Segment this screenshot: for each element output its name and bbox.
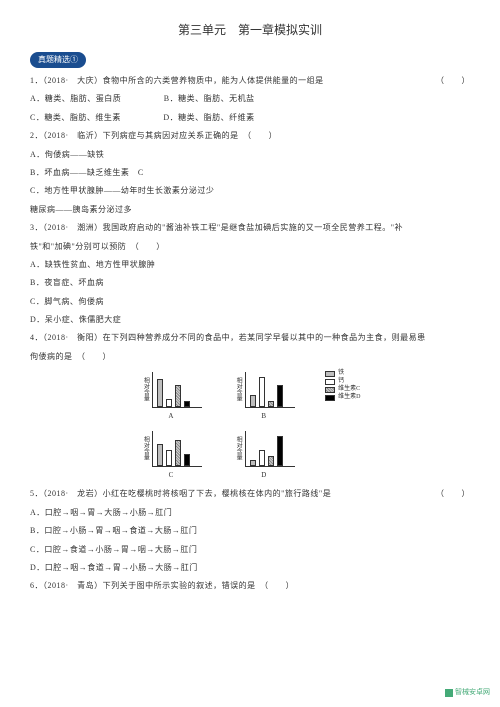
chart-label-a: A xyxy=(168,410,173,423)
bar xyxy=(166,450,172,466)
legend-label: 维生素D xyxy=(338,394,360,402)
q3-line2: 铁"和"加碘"分别可以预防 （ ） xyxy=(30,240,470,254)
section-badge: 真题精选① xyxy=(30,52,86,68)
page-title: 第三单元 第一章模拟实训 xyxy=(30,20,470,42)
bar xyxy=(250,460,256,466)
ylabel: 相对含量 xyxy=(140,436,151,460)
chart-b: 相对含量 B xyxy=(232,370,295,423)
bar xyxy=(277,385,283,407)
bar xyxy=(157,379,163,407)
ylabel: 相对含量 xyxy=(232,377,243,401)
bar xyxy=(259,450,265,466)
legend-row: 铁 xyxy=(325,370,360,378)
bar xyxy=(277,436,283,466)
q6: 6．（2018· 青岛）下列关于图中所示实验的叙述，错误的是 （ ） xyxy=(30,579,470,593)
bar xyxy=(166,399,172,407)
chart-c: 相对含量 C xyxy=(140,429,203,482)
chart-label-d: D xyxy=(261,469,266,482)
q3-opt-b: B．夜盲症、坏血病 xyxy=(30,276,470,290)
legend-row: 维生素C xyxy=(325,386,360,394)
bar xyxy=(175,440,181,466)
bar xyxy=(157,444,163,466)
legend-label: 钙 xyxy=(338,378,344,386)
legend-label: 铁 xyxy=(338,370,344,378)
charts-row-2: 相对含量 C 相对含量 D 铁钙维生素C维生素D xyxy=(30,429,470,482)
bar xyxy=(268,456,274,466)
bar xyxy=(175,385,181,407)
bar xyxy=(268,401,274,407)
legend-swatch xyxy=(325,387,335,393)
chart-label-c: C xyxy=(169,469,174,482)
footer-icon xyxy=(445,689,453,697)
q1-opt-a: A．糖类、脂肪、蛋白质 B．糖类、脂肪、无机盐 xyxy=(30,92,470,106)
blank-paren: （ ） xyxy=(436,74,470,88)
q3-line1: 3．（2018· 潮洲）我国政府启动的"酱油补铁工程"是继食盐加碘后实施的又一项… xyxy=(30,221,470,235)
q1: 1．（2018· 大庆）食物中所含的六类营养物质中，能为人体提供能量的一组是（ … xyxy=(30,74,470,88)
q1-opt-c: C．糖类、脂肪、维生素 D．糖类、脂肪、纤维素 xyxy=(30,111,470,125)
q4-line2: 佝偻病的是 （ ） xyxy=(30,350,470,364)
bar xyxy=(184,401,190,407)
legend-swatch xyxy=(325,371,335,377)
chart-legend: 铁钙维生素C维生素D xyxy=(325,370,360,423)
ylabel: 相对含量 xyxy=(140,377,151,401)
chart-d: 相对含量 D xyxy=(232,429,295,482)
legend-row: 维生素D xyxy=(325,394,360,402)
q2-opt-d: 糖尿病——胰岛素分泌过多 xyxy=(30,203,470,217)
q4-line1: 4．（2018· 衡阳）在下列四种营养成分不同的食品中，若某同学早餐以其中的一种… xyxy=(30,331,470,345)
charts-row-1: 相对含量 A 相对含量 B 铁钙维生素C维生素D xyxy=(30,370,470,423)
q3-opt-d: D．呆小症、侏儒肥大症 xyxy=(30,313,470,327)
q5-opt-c: C．口腔→食道→小肠→胃→咽→大肠→肛门 xyxy=(30,543,470,557)
chart-a: 相对含量 A xyxy=(140,370,203,423)
q2-opt-a: A．佝偻病——缺铁 xyxy=(30,148,470,162)
bar xyxy=(184,454,190,466)
q3-opt-a: A．缺铁性贫血、地方性甲状腺肿 xyxy=(30,258,470,272)
bar xyxy=(259,377,265,407)
footer-watermark: 智械安卓网 xyxy=(445,686,490,699)
q2-opt-b: B．坏血病——缺乏维生素 C xyxy=(30,166,470,180)
q5: 5．（2018· 龙岩）小红在吃樱桃时将核咽了下去，樱桃核在体内的"旅行路线"是… xyxy=(30,487,470,501)
legend-swatch xyxy=(325,379,335,385)
q5-opt-a: A．口腔→咽→胃→大肠→小肠→肛门 xyxy=(30,506,470,520)
q5-opt-b: B．口腔→小肠→胃→咽→食道→大肠→肛门 xyxy=(30,524,470,538)
bar xyxy=(250,395,256,407)
q5-opt-d: D．口腔→咽→食道→胃→小肠→大肠→肛门 xyxy=(30,561,470,575)
blank-paren: （ ） xyxy=(436,487,470,501)
chart-label-b: B xyxy=(261,410,266,423)
q2: 2．（2018· 临沂）下列病症与其病因对应关系正确的是 （ ） xyxy=(30,129,470,143)
legend-swatch xyxy=(325,395,335,401)
legend-label: 维生素C xyxy=(338,386,360,394)
footer-text: 智械安卓网 xyxy=(455,686,490,699)
ylabel: 相对含量 xyxy=(232,436,243,460)
q3-opt-c: C．脚气病、佝偻病 xyxy=(30,295,470,309)
legend-row: 钙 xyxy=(325,378,360,386)
q2-opt-c: C．地方性甲状腺肿——幼年时生长激素分泌过少 xyxy=(30,184,470,198)
